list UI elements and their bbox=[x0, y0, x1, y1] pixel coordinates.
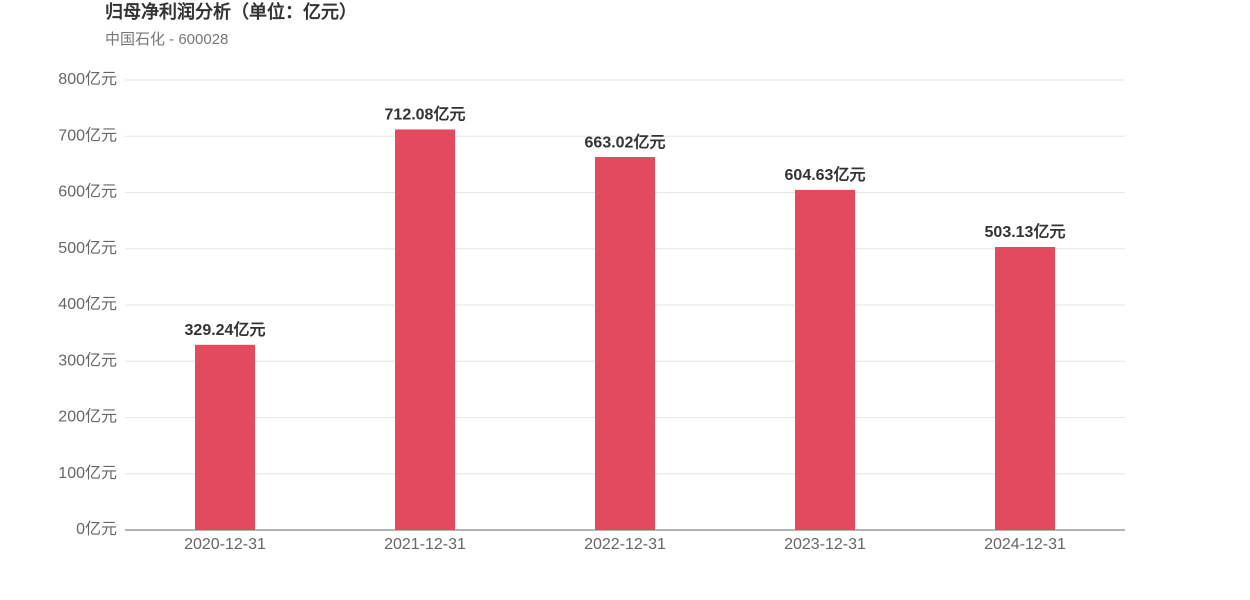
chart-title: 归母净利润分析（单位：亿元） bbox=[105, 1, 357, 22]
y-tick-label: 0亿元 bbox=[76, 520, 117, 538]
y-tick-label: 300亿元 bbox=[58, 351, 117, 369]
y-tick-label: 100亿元 bbox=[58, 464, 117, 482]
value-label: 663.02亿元 bbox=[585, 132, 666, 151]
y-tick-label: 200亿元 bbox=[58, 408, 117, 426]
bar bbox=[995, 246, 1055, 530]
x-tick-label: 2020-12-31 bbox=[184, 536, 266, 553]
value-label: 712.08亿元 bbox=[385, 105, 466, 124]
value-label: 329.24亿元 bbox=[185, 320, 266, 339]
x-tick-label: 2022-12-31 bbox=[584, 536, 666, 553]
bar bbox=[795, 189, 855, 530]
x-tick-label: 2021-12-31 bbox=[384, 536, 466, 553]
y-tick-label: 800亿元 bbox=[58, 70, 117, 88]
y-tick-label: 600亿元 bbox=[58, 183, 117, 201]
y-tick-label: 400亿元 bbox=[58, 295, 117, 313]
x-tick-label: 2024-12-31 bbox=[984, 536, 1066, 553]
bar bbox=[395, 129, 455, 530]
bar bbox=[195, 344, 255, 530]
x-tick-label: 2023-12-31 bbox=[784, 536, 866, 553]
value-label: 503.13亿元 bbox=[985, 222, 1066, 241]
bar bbox=[595, 157, 655, 530]
y-tick-label: 500亿元 bbox=[58, 239, 117, 257]
y-tick-label: 700亿元 bbox=[58, 126, 117, 144]
value-label: 604.63亿元 bbox=[785, 165, 866, 184]
chart-subtitle: 中国石化 - 600028 bbox=[105, 31, 228, 48]
